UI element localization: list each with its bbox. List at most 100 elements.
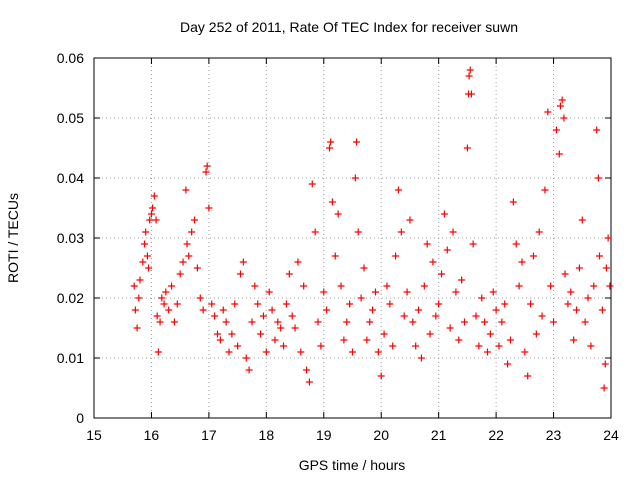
data-point (440, 210, 448, 218)
data-point (532, 330, 540, 338)
data-point (277, 324, 285, 332)
data-point (320, 288, 328, 296)
data-point (188, 228, 196, 236)
data-point (254, 300, 262, 308)
data-point (461, 318, 469, 326)
data-point (501, 300, 509, 308)
data-point (331, 252, 339, 260)
data-point (280, 342, 288, 350)
data-point (552, 126, 560, 134)
data-point (606, 282, 614, 290)
data-point (529, 252, 537, 260)
data-point (142, 228, 150, 236)
data-point (228, 330, 236, 338)
data-point (303, 366, 311, 374)
data-point (555, 150, 563, 158)
x-tick-label: 20 (373, 427, 389, 443)
data-points (130, 66, 614, 392)
data-point (236, 270, 244, 278)
data-point (581, 318, 589, 326)
data-point (363, 336, 371, 344)
data-point (337, 282, 345, 290)
data-point (340, 336, 348, 344)
data-point (308, 180, 316, 188)
data-point (154, 348, 162, 356)
data-point (369, 306, 377, 314)
data-point (136, 276, 144, 284)
data-point (297, 348, 305, 356)
data-point (458, 276, 466, 284)
data-point (573, 306, 581, 314)
y-tick-label: 0.05 (57, 110, 84, 126)
data-point (334, 210, 342, 218)
data-point (446, 324, 454, 332)
data-point (406, 216, 414, 224)
data-point (291, 324, 299, 332)
x-tick-label: 22 (488, 427, 504, 443)
data-point (162, 288, 170, 296)
data-point (443, 246, 451, 254)
x-tick-label: 18 (259, 427, 275, 443)
data-point (415, 306, 423, 314)
data-point (417, 354, 425, 362)
data-point (165, 306, 173, 314)
data-point (380, 330, 388, 338)
data-point (423, 240, 431, 248)
data-point (133, 324, 141, 332)
x-tick-label: 17 (201, 427, 217, 443)
y-tick-label: 0 (76, 410, 84, 426)
data-point (183, 240, 191, 248)
y-tick-label: 0.02 (57, 290, 84, 306)
data-point (225, 348, 233, 356)
data-point (131, 306, 139, 314)
data-point (594, 174, 602, 182)
data-point (219, 306, 227, 314)
data-point (486, 330, 494, 338)
data-point (311, 228, 319, 236)
data-point (130, 282, 138, 290)
data-point (353, 138, 361, 146)
data-point (248, 318, 256, 326)
data-point (257, 330, 265, 338)
data-point (564, 300, 572, 308)
data-point (392, 252, 400, 260)
y-axis-label: ROTI / TECUs (5, 193, 21, 283)
data-point (535, 228, 543, 236)
data-point (366, 318, 374, 326)
data-point (274, 318, 282, 326)
y-tick-label: 0.06 (57, 50, 84, 66)
data-point (515, 282, 523, 290)
data-point (377, 372, 385, 380)
data-point (147, 210, 155, 218)
data-point (168, 282, 176, 290)
data-point (452, 288, 460, 296)
data-point (234, 342, 242, 350)
x-tick-label: 24 (603, 427, 619, 443)
x-axis-label: GPS time / hours (299, 457, 406, 473)
data-point (575, 264, 583, 272)
x-tick-label: 16 (144, 427, 160, 443)
data-point (584, 294, 592, 302)
data-point (472, 312, 480, 320)
data-point (429, 258, 437, 266)
data-point (389, 342, 397, 350)
data-point (386, 300, 394, 308)
data-point (160, 300, 168, 308)
data-point (145, 264, 153, 272)
data-point (185, 252, 193, 260)
data-point (561, 270, 569, 278)
data-point (265, 288, 273, 296)
data-point (231, 300, 239, 308)
data-point (191, 216, 199, 224)
data-point (463, 144, 471, 152)
data-point (288, 312, 296, 320)
data-point (216, 336, 224, 344)
data-point (149, 204, 157, 212)
data-point (285, 270, 293, 278)
data-point (271, 336, 279, 344)
data-point (135, 294, 143, 302)
y-tick-label: 0.01 (57, 350, 84, 366)
data-point (438, 270, 446, 278)
plot-frame (93, 57, 612, 419)
